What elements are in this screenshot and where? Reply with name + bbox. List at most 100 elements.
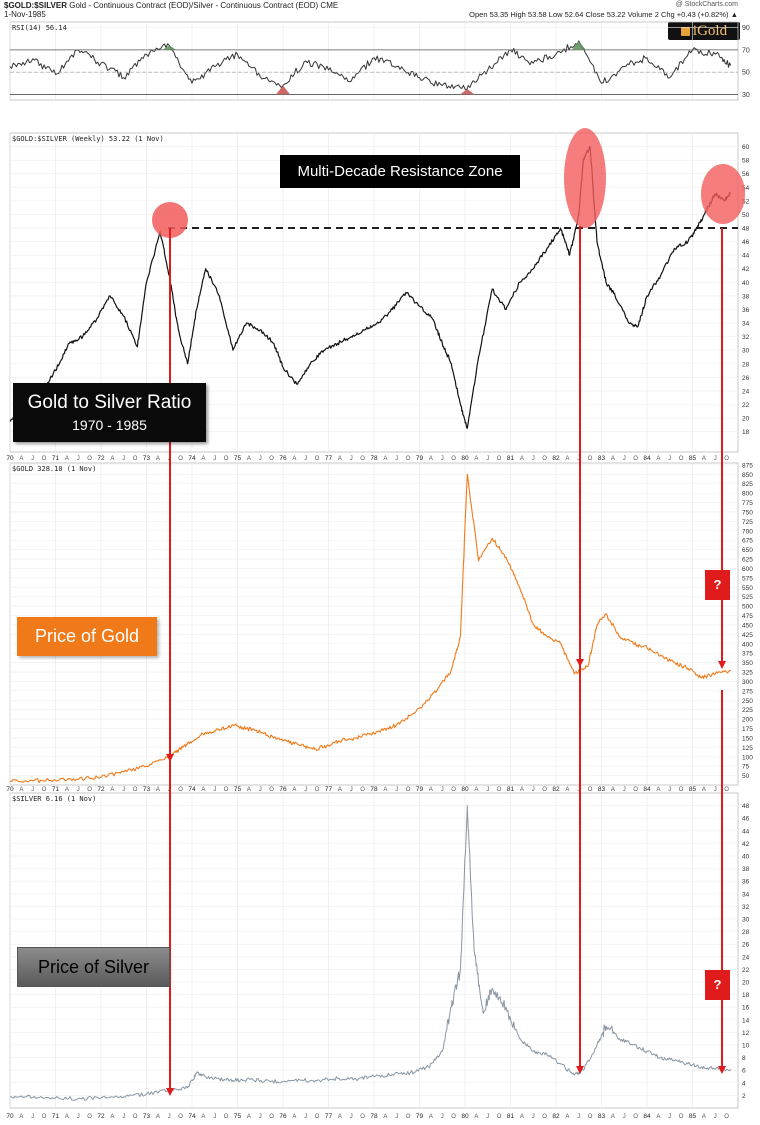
x-month-label: A <box>429 456 433 462</box>
y-tick-label: 50 <box>742 212 750 219</box>
x-month-label: A <box>520 456 524 462</box>
x-month-label: J <box>395 456 398 462</box>
x-month-label: A <box>383 456 387 462</box>
silver-question-box: ? <box>705 970 730 1000</box>
x-month-label: O <box>42 456 47 462</box>
y-tick-label: 30 <box>742 917 750 924</box>
x-year-label: 73 <box>143 1113 151 1120</box>
x-year-label: 79 <box>416 1113 424 1120</box>
x-year-label: 77 <box>325 786 333 793</box>
x-month-label: J <box>532 456 535 462</box>
y-tick-label: 28 <box>742 929 750 936</box>
y-tick-label: 350 <box>742 660 753 667</box>
x-year-label: 81 <box>507 786 515 793</box>
x-month-label: A <box>702 1114 706 1120</box>
x-month-label: O <box>724 456 729 462</box>
logo-text: iGold <box>692 23 728 39</box>
x-year-label: 83 <box>598 1113 606 1120</box>
x-month-label: A <box>474 787 478 793</box>
x-month-label: O <box>633 787 638 793</box>
x-year-label: 76 <box>279 1113 287 1120</box>
gold-bar-icon <box>680 27 690 37</box>
x-month-label: A <box>656 456 660 462</box>
x-year-label: 74 <box>188 1113 196 1120</box>
x-month-label: O <box>679 787 684 793</box>
y-tick-label: 700 <box>742 528 753 535</box>
x-month-label: O <box>42 1114 47 1120</box>
y-tick-label: 675 <box>742 538 753 545</box>
x-month-label: O <box>133 456 138 462</box>
x-year-label: 79 <box>416 786 424 793</box>
x-month-label: A <box>156 456 160 462</box>
x-year-label: 70 <box>6 786 14 793</box>
x-month-label: O <box>360 787 365 793</box>
x-month-label: A <box>611 787 615 793</box>
x-month-label: O <box>42 787 47 793</box>
x-month-label: J <box>168 1114 171 1120</box>
x-month-label: O <box>542 787 547 793</box>
x-month-label: A <box>520 1114 524 1120</box>
panel-title: $SILVER 6.16 (1 Nov) <box>12 795 96 803</box>
x-month-label: O <box>360 1114 365 1120</box>
y-tick-label: 2 <box>742 1093 746 1100</box>
x-month-label: J <box>486 1114 489 1120</box>
x-month-label: J <box>395 1114 398 1120</box>
x-month-label: A <box>201 1114 205 1120</box>
x-month-label: A <box>292 1114 296 1120</box>
series-line-0 <box>9 40 732 91</box>
y-tick-label: 56 <box>742 171 750 178</box>
x-month-label: O <box>87 1114 92 1120</box>
highlight-1982-peak <box>564 128 606 228</box>
x-month-label: J <box>122 456 125 462</box>
x-year-label: 70 <box>6 1113 14 1120</box>
y-tick-label: 175 <box>742 726 753 733</box>
y-tick-label: 525 <box>742 594 753 601</box>
x-year-label: 80 <box>461 1113 469 1120</box>
x-month-label: O <box>315 456 320 462</box>
x-year-label: 78 <box>370 1113 378 1120</box>
x-month-label: A <box>338 787 342 793</box>
x-year-label: 71 <box>52 786 60 793</box>
y-tick-label: 44 <box>742 828 750 835</box>
x-month-label: O <box>315 1114 320 1120</box>
x-month-label: J <box>122 1114 125 1120</box>
x-month-label: A <box>65 787 69 793</box>
x-month-label: O <box>588 456 593 462</box>
y-tick-label: 125 <box>742 745 753 752</box>
x-month-label: O <box>406 1114 411 1120</box>
x-year-label: 78 <box>370 786 378 793</box>
x-year-label: 74 <box>188 455 196 462</box>
x-year-label: 77 <box>325 455 333 462</box>
y-tick-label: 70 <box>742 47 750 54</box>
resistance-annotation: Multi-Decade Resistance Zone <box>280 155 520 188</box>
y-tick-label: 36 <box>742 879 750 886</box>
y-tick-label: 550 <box>742 585 753 592</box>
x-year-label: 71 <box>52 455 60 462</box>
y-tick-label: 20 <box>742 980 750 987</box>
highlight-1973-peak <box>152 202 188 238</box>
x-month-label: J <box>441 1114 444 1120</box>
x-year-label: 75 <box>234 1113 242 1120</box>
x-month-label: O <box>451 456 456 462</box>
x-month-label: J <box>486 787 489 793</box>
y-tick-label: 100 <box>742 754 753 761</box>
y-tick-label: 18 <box>742 429 750 436</box>
x-month-label: J <box>31 787 34 793</box>
x-month-label: O <box>315 787 320 793</box>
x-month-label: J <box>350 1114 353 1120</box>
y-tick-label: 26 <box>742 942 750 949</box>
x-year-label: 85 <box>689 1113 697 1120</box>
y-tick-label: 6 <box>742 1068 746 1075</box>
x-year-label: 84 <box>643 786 651 793</box>
y-tick-label: 400 <box>742 641 753 648</box>
silver-label-box: Price of Silver <box>17 947 170 987</box>
highlight-1985-peak <box>701 164 745 224</box>
y-tick-label: 26 <box>742 375 750 382</box>
y-tick-label: 425 <box>742 632 753 639</box>
x-month-label: A <box>429 1114 433 1120</box>
x-month-label: J <box>623 787 626 793</box>
ratio-years: 1970 - 1985 <box>72 417 147 433</box>
date-label: 1-Nov-1985 <box>4 10 46 19</box>
x-month-label: A <box>247 787 251 793</box>
x-month-label: O <box>679 456 684 462</box>
